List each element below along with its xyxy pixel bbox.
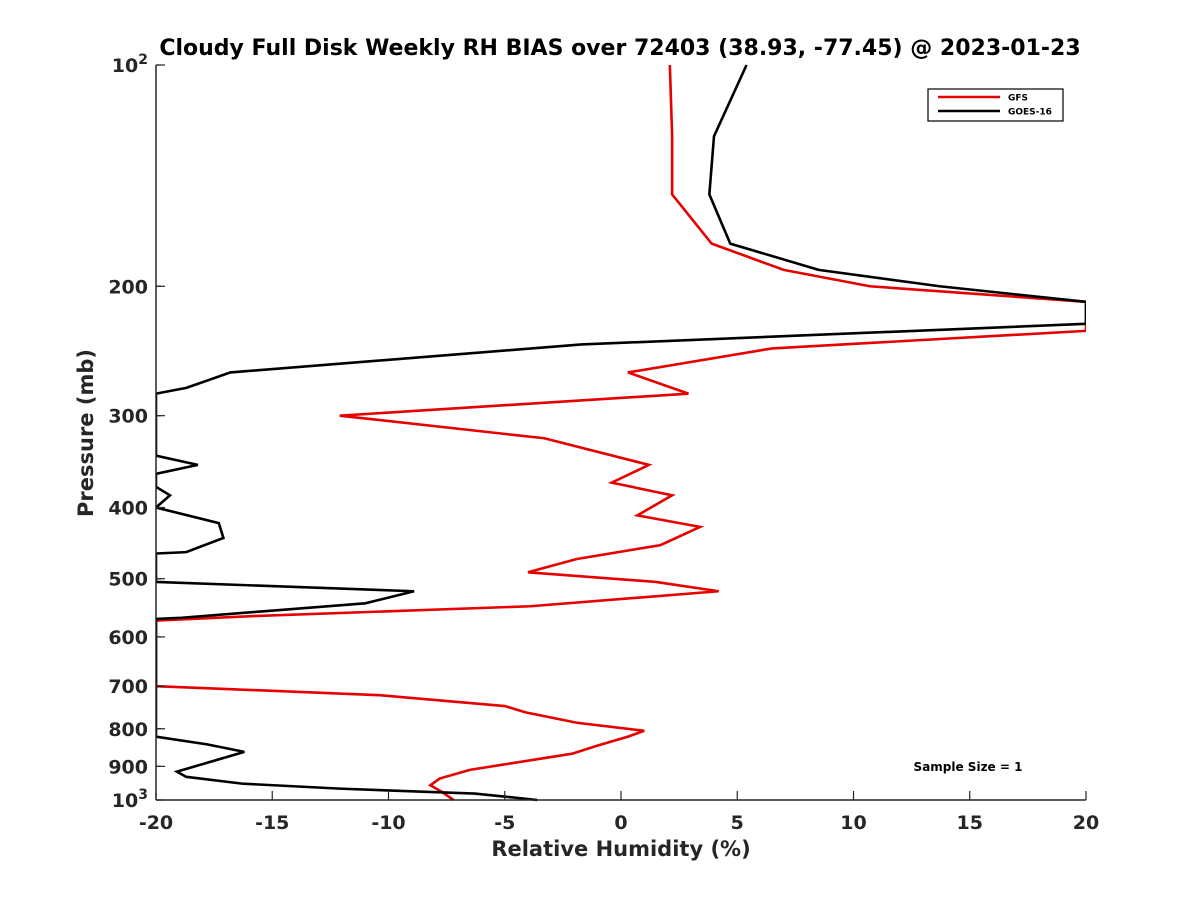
chart-title: Cloudy Full Disk Weekly RH BIAS over 724… [159, 36, 1080, 61]
x-tick-label: 0 [614, 812, 627, 834]
legend-box [927, 88, 1064, 122]
x-tick-label: -10 [371, 812, 405, 834]
y-tick-label: 102 [112, 52, 148, 77]
y-tick-label: 900 [108, 756, 148, 778]
x-tick-label: -5 [494, 812, 515, 834]
series-line-goes-16 [156, 64, 1086, 802]
x-tick-label: -20 [139, 812, 173, 834]
x-axis-ticks: -20 -15 -10 -5 0 5 10 15 20 [139, 791, 1099, 834]
y-axis-ticks: 103 900 800 700 600 500 400 300 200 102 [108, 52, 165, 812]
y-tick-label: 800 [108, 719, 148, 741]
legend: GFS GOES-16 [927, 88, 1064, 122]
x-tick-label: 20 [1073, 812, 1099, 834]
x-tick-label: 10 [840, 812, 866, 834]
plot-area [155, 64, 1086, 802]
x-tick-label: 5 [731, 812, 744, 834]
y-tick-label: 103 [112, 787, 148, 812]
sample-size-annotation: Sample Size = 1 [914, 760, 1023, 774]
legend-label: GFS [1008, 94, 1028, 104]
x-axis-label: Relative Humidity (%) [491, 837, 750, 861]
series-line-gfs [156, 64, 1086, 802]
legend-label: GOES-16 [1008, 108, 1052, 118]
y-axis-label: Pressure (mb) [74, 349, 98, 517]
y-tick-label: 600 [108, 627, 148, 649]
y-tick-label: 400 [108, 498, 148, 520]
y-tick-label: 500 [108, 569, 148, 591]
y-tick-label: 700 [108, 676, 148, 698]
y-tick-label: 300 [108, 406, 148, 428]
x-tick-label: 15 [957, 812, 983, 834]
y-tick-label: 200 [108, 276, 148, 298]
x-tick-label: -15 [255, 812, 289, 834]
